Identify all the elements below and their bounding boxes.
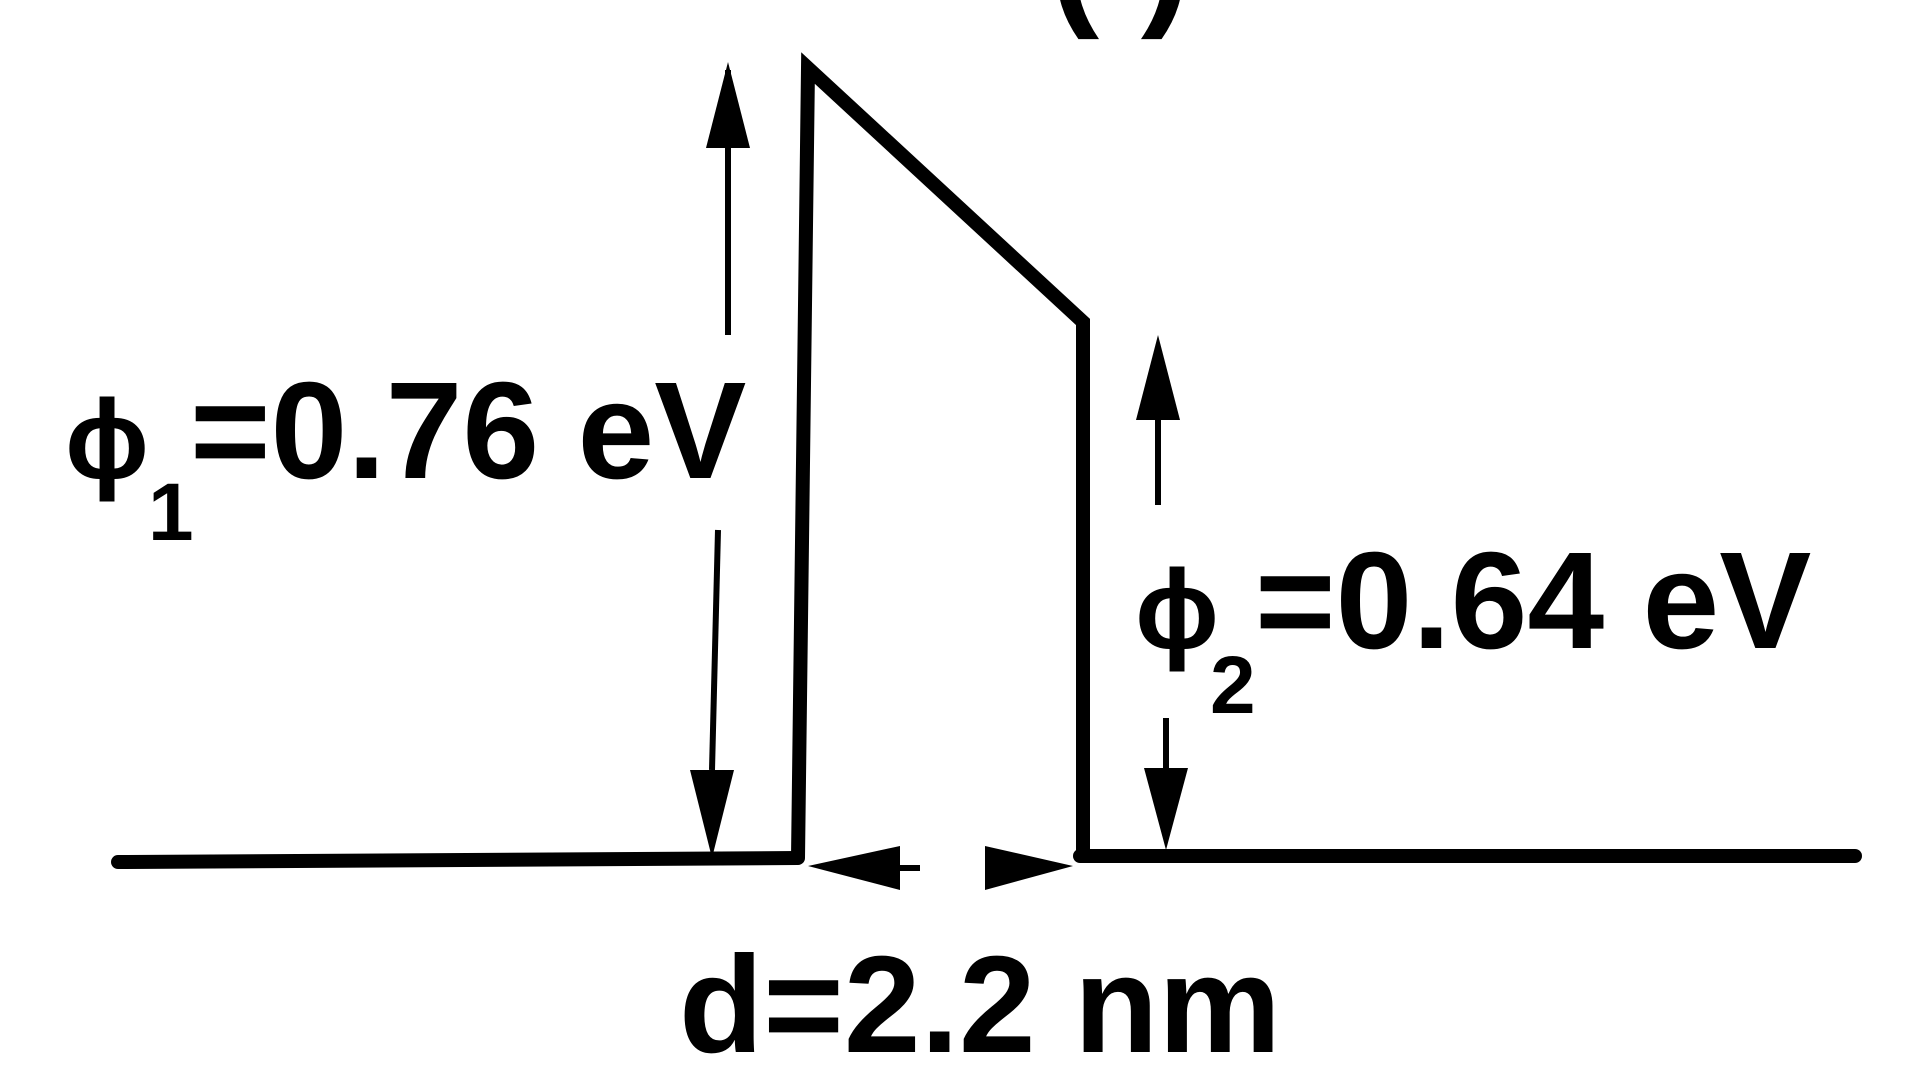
phi1-symbol: ϕ [65,377,149,502]
phi2-label: ϕ 2 =0.64 eV [1135,524,1811,731]
phi1-subscript: 1 [148,467,194,558]
left-fermi-level-line [111,851,805,869]
phi1-height-arrow [690,62,750,858]
thickness-arrow [808,846,1073,890]
phi2-value: =0.64 eV [1255,524,1811,678]
phi2-height-arrow [1136,335,1188,850]
top-partial-label: ( ) [1049,0,1191,40]
phi1-label: ϕ 1 =0.76 eV [65,354,746,558]
barrier-profile [791,52,1090,859]
phi2-subscript: 2 [1210,640,1256,731]
phi2-symbol: ϕ [1135,547,1219,672]
thickness-label: d=2.2 nm [679,928,1281,1064]
phi1-value: =0.76 eV [190,354,746,508]
